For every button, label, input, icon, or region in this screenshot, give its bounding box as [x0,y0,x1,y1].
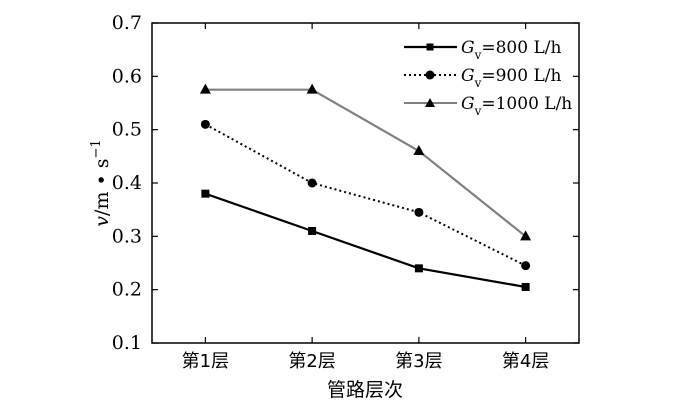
data-point-square [414,264,423,273]
legend-subscript: v [474,76,482,90]
legend-label-900: Gv=900 L/h [461,66,561,90]
legend-marker-square [426,43,434,51]
x-axis-title: 管路层次 [327,379,403,401]
legend-symbol: G [461,94,475,114]
x-tick-label: 第3层 [395,351,442,372]
y-tick-label: 0.3 [112,225,142,247]
x-axis: 第1层 第2层 第3层 第4层 [182,23,549,372]
y-tick-label: 0.5 [112,119,142,141]
legend-item-1000: Gv=1000 L/h [404,94,572,118]
data-point-square [521,283,530,291]
data-point-square [201,189,210,198]
y-tick-label: 0.2 [112,279,142,301]
data-point-triangle [199,83,211,94]
y-axis-title: v/m • s−1 [89,139,113,226]
x-tick-label: 第4层 [502,351,549,372]
legend-text-rest: =900 L/h [481,66,561,86]
y-axis-var: v [91,216,113,227]
legend-label-1000: Gv=1000 L/h [461,94,572,118]
x-tick-label: 第1层 [182,351,229,372]
data-point-triangle [520,230,532,241]
x-tick-label: 第2层 [288,351,335,372]
legend-subscript: v [474,104,482,118]
y-tick-label: 0.4 [112,172,142,194]
data-point-circle [307,178,317,188]
series-layer [199,83,532,291]
data-point-circle [414,207,424,217]
data-point-circle [200,119,210,129]
y-tick-label: 0.6 [112,65,142,87]
legend-item-800: Gv=800 L/h [404,38,561,62]
data-point-square [308,227,317,235]
legend-marker-triangle [425,98,435,107]
y-axis-unit-exponent: −1 [89,139,104,158]
data-point-triangle [306,83,318,94]
legend-symbol: G [461,66,475,86]
series-line-2 [205,88,527,238]
y-axis-unit: /m • s [91,158,113,215]
legend: Gv=800 L/h Gv=900 L/h Gv=1000 L/h [404,38,572,118]
legend-subscript: v [474,48,482,62]
legend-text-rest: =1000 L/h [481,94,572,114]
legend-text-rest: =800 L/h [481,38,561,58]
data-point-triangle [413,145,425,155]
series-line-0 [205,192,526,289]
y-tick-label: 0.1 [112,332,142,354]
legend-symbol: G [461,38,475,58]
y-axis: 0.1 0.2 0.3 0.4 0.5 0.6 0.7 [112,12,579,354]
data-point-circle [521,261,531,271]
series-line-1 [204,123,527,267]
legend-item-900: Gv=900 L/h [404,66,561,90]
y-tick-label: 0.7 [112,12,142,34]
legend-label-800: Gv=800 L/h [461,38,561,62]
legend-marker-circle [425,70,435,80]
